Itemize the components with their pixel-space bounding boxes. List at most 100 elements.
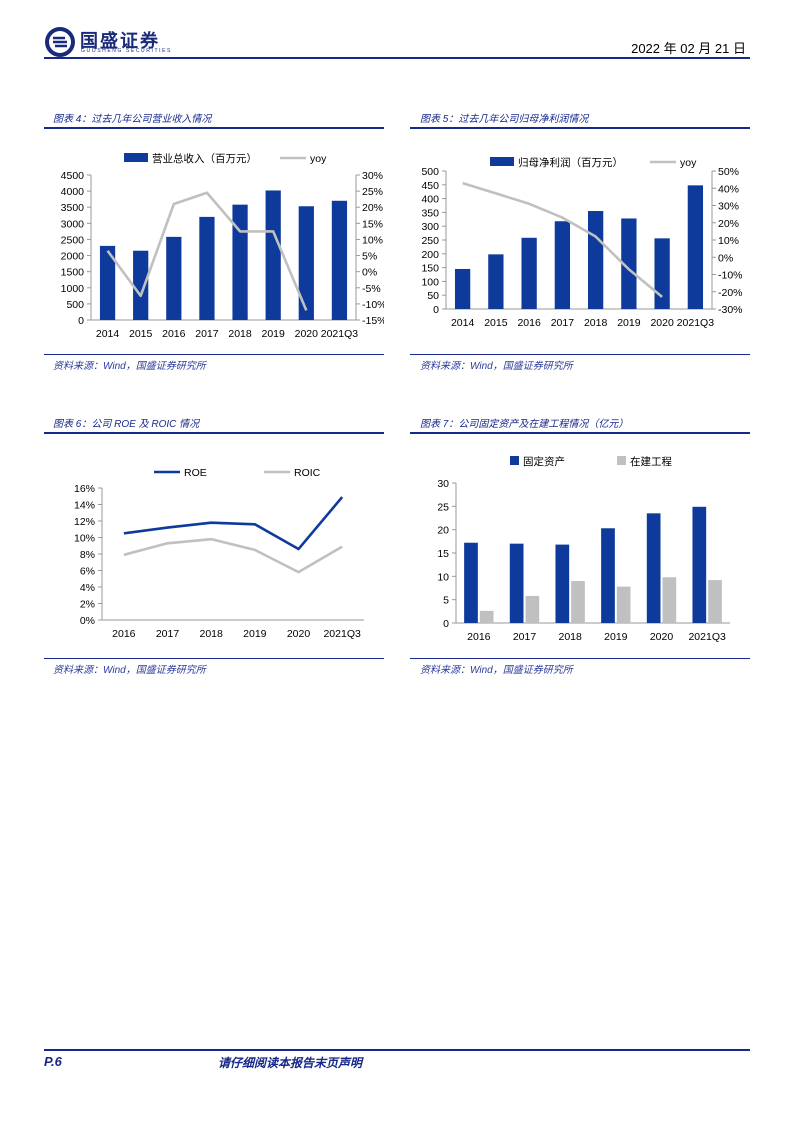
- y-tick-label: 10: [437, 571, 449, 583]
- y-tick-label: 0: [443, 618, 449, 630]
- x-tick-label: 2019: [604, 631, 628, 643]
- x-tick-label: 2015: [484, 317, 508, 329]
- legend-swatch: [490, 157, 514, 166]
- legend-label: 固定资产: [523, 455, 565, 468]
- bar-fixed-assets: [555, 544, 570, 623]
- page-number: P.6: [44, 1054, 62, 1069]
- legend-label: ROE: [184, 467, 207, 479]
- y-tick-label: 1000: [61, 283, 85, 295]
- x-tick-label: 2019: [243, 628, 267, 640]
- x-tick-label: 2018: [558, 631, 582, 643]
- figure-source: 资料来源：Wind，国盛证券研究所: [53, 665, 206, 676]
- legend-label: ROIC: [294, 467, 321, 479]
- y-tick-label: 0: [433, 304, 439, 316]
- y-tick-label: 10%: [74, 533, 95, 545]
- y-tick-label: 3000: [61, 218, 85, 230]
- bar: [232, 204, 248, 320]
- disclaimer-note: 请仔细阅读本报告末页声明: [218, 1056, 363, 1070]
- figure-title-revenue: 图表 4：过去几年公司营业收入情况: [53, 114, 212, 125]
- roe-roic-chart: 0% 2% 4% 6% 8% 10% 12% 14% 16% 2016 2017 2018 2019 20…: [44, 450, 384, 650]
- y2-tick-label: -10%: [362, 299, 384, 311]
- bar-construction: [708, 580, 722, 623]
- y2-tick-label: 30%: [362, 170, 383, 182]
- y-tick-label: 2%: [80, 599, 95, 611]
- x-tick-label: 2021Q3: [323, 628, 361, 640]
- y-tick-label: 30: [437, 478, 449, 490]
- bar-fixed-assets: [646, 513, 661, 623]
- x-tick-label: 2021Q3: [321, 328, 359, 340]
- y2-tick-label: -15%: [362, 315, 384, 327]
- x-tick-label: 2021Q3: [688, 631, 726, 643]
- figure-source-rule: [44, 354, 384, 355]
- y2-tick-label: -10%: [718, 270, 743, 282]
- figure-source-rule: [44, 658, 384, 659]
- x-tick-label: 2020: [287, 628, 311, 640]
- legend-label: yoy: [310, 153, 327, 165]
- fixed-assets-chart: 0 5 10 15 20 25 30 2016 2017 2018 2019 2020 2021Q3 固定…: [410, 450, 750, 650]
- y-tick-label: 250: [421, 235, 439, 247]
- figure-title-fixed-assets: 图表 7：公司固定资产及在建工程情况（亿元）: [420, 419, 629, 430]
- y-tick-label: 3500: [61, 202, 85, 214]
- y2-tick-label: 10%: [362, 234, 383, 246]
- y2-tick-label: 0%: [362, 267, 377, 279]
- report-date: 2022 年 02 月 21 日: [631, 41, 746, 56]
- bar-construction: [571, 581, 585, 623]
- y-tick-label: 0: [78, 315, 84, 327]
- legend-swatch: [617, 456, 626, 465]
- y-tick-label: 4500: [61, 170, 85, 182]
- figure-source: 资料来源：Wind，国盛证券研究所: [53, 361, 206, 372]
- y2-tick-label: 30%: [718, 201, 739, 213]
- y-tick-label: 20: [437, 525, 449, 537]
- x-tick-label: 2021Q3: [677, 317, 715, 329]
- revenue-chart: 0 500 1000 1500 2000 2500 3000 3500 4000 4500 -15%…: [44, 140, 387, 350]
- header-divider: [44, 57, 750, 59]
- legend-label: 在建工程: [630, 455, 672, 468]
- x-tick-label: 2016: [112, 628, 136, 640]
- bar-construction: [662, 577, 677, 623]
- bar-fixed-assets: [692, 506, 707, 623]
- legend-label: 归母净利润（百万元）: [518, 156, 623, 169]
- x-tick-label: 2018: [228, 328, 252, 340]
- y-tick-label: 500: [421, 166, 439, 178]
- legend-swatch: [510, 456, 519, 465]
- y2-tick-label: 20%: [362, 202, 383, 214]
- bar: [521, 237, 537, 309]
- bar: [554, 221, 571, 309]
- figure-title-roe-roic: 图表 6：公司 ROE 及 ROIC 情况: [53, 419, 200, 430]
- y-tick-label: 300: [421, 221, 439, 233]
- y2-tick-label: 15%: [362, 218, 383, 230]
- series-line-roe: [123, 496, 344, 551]
- x-tick-label: 2017: [551, 317, 575, 329]
- y2-tick-label: 20%: [718, 218, 739, 230]
- legend-swatch: [124, 153, 148, 162]
- y-tick-label: 16%: [74, 483, 95, 495]
- y-tick-label: 15: [437, 548, 449, 560]
- y-tick-label: 500: [66, 299, 84, 311]
- net-profit-chart: 0 50 100 150 200 250 300 350 400 450 500 -30% -20% -1…: [410, 140, 750, 350]
- x-tick-label: 2017: [195, 328, 219, 340]
- y-tick-label: 5: [443, 595, 449, 607]
- y2-tick-label: 0%: [718, 252, 733, 264]
- legend-label: 营业总收入（百万元）: [152, 152, 257, 165]
- figure-title-rule: [410, 127, 750, 129]
- logo-english-name: GUOSHENG SECURITIES: [81, 48, 172, 54]
- bar: [331, 200, 348, 320]
- bar: [654, 238, 670, 309]
- figure-title-rule: [410, 432, 750, 434]
- x-tick-label: 2016: [517, 317, 541, 329]
- y2-tick-label: 40%: [718, 183, 739, 195]
- y-tick-label: 4%: [80, 582, 95, 594]
- y-tick-label: 14%: [74, 500, 95, 512]
- y-tick-label: 100: [421, 276, 439, 288]
- y2-tick-label: -5%: [362, 283, 381, 295]
- bar: [166, 236, 182, 320]
- y-tick-label: 1500: [61, 267, 85, 279]
- bar: [199, 216, 215, 320]
- bar-fixed-assets: [464, 542, 478, 623]
- y2-tick-label: -30%: [718, 304, 743, 316]
- bar: [587, 211, 604, 309]
- y2-tick-label: 25%: [362, 186, 383, 198]
- bar: [687, 185, 704, 309]
- yoy-line: [462, 181, 663, 298]
- x-tick-label: 2015: [129, 328, 153, 340]
